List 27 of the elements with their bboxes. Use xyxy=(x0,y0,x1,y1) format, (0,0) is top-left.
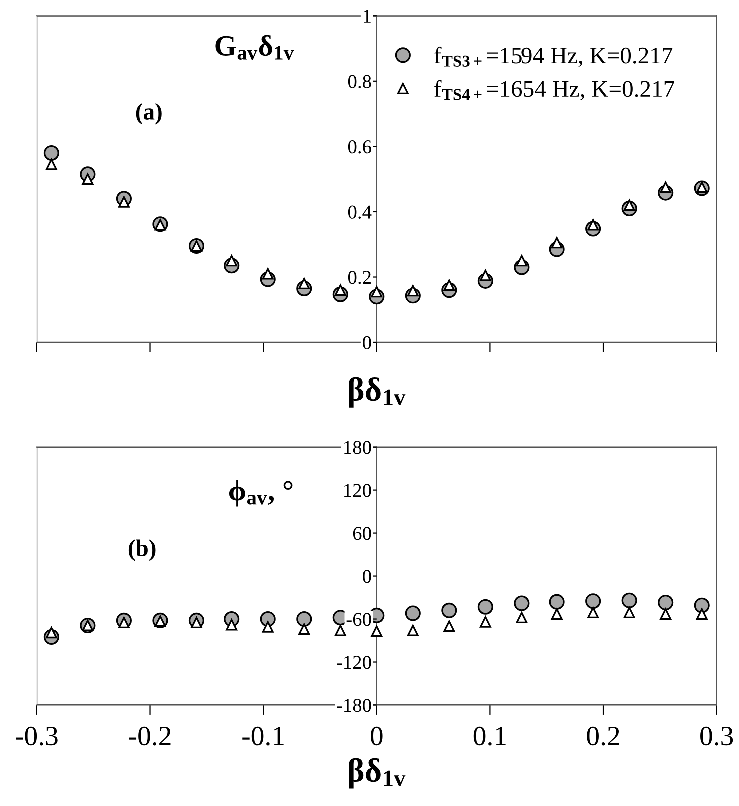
annotation: (b) xyxy=(128,540,156,562)
y-tick-label: 0.8 xyxy=(348,75,372,88)
y-tick-label: 120 xyxy=(344,484,372,498)
x-tick-label: 0.3 xyxy=(700,726,734,746)
x-tick-label: -0.3 xyxy=(16,726,58,746)
y-tick-label: 0.4 xyxy=(348,206,372,219)
x-tick-label: 0.2 xyxy=(587,726,620,746)
y-tick-label: 0 xyxy=(363,336,372,350)
y-tick-label: 0.6 xyxy=(348,140,372,154)
y-tick-label: 180 xyxy=(344,441,372,454)
y-tick-label: -120 xyxy=(337,656,372,670)
annotation: (a) xyxy=(136,103,162,125)
y-tick-label: 0 xyxy=(363,570,372,584)
y-tick-label: 1 xyxy=(364,10,371,23)
x-tick-label: 0.1 xyxy=(474,726,506,746)
x-axis-title: βδ$_{1v}$ xyxy=(349,758,406,789)
y-axis-title: G$_{av}$δ$_{1v}$ xyxy=(216,35,294,60)
y-tick-label: 60 xyxy=(353,527,372,540)
y-tick-label: 0.2 xyxy=(348,271,371,284)
x-axis-title: βδ$_{1v}$ xyxy=(349,377,406,408)
y-tick-label: -180 xyxy=(337,699,372,712)
x-tick-label: -0.2 xyxy=(129,726,171,746)
y-axis-title: ϕ$_{av}$, ° xyxy=(229,480,293,507)
x-tick-label: -0.1 xyxy=(242,726,284,746)
y-tick-label: -60 xyxy=(346,613,372,626)
legend-label: f$_{TS3+}$=1594 Hz, K=0.217 xyxy=(434,46,673,68)
legend-label: f$_{TS4+}$=1654 Hz, K=0.217 xyxy=(434,80,674,101)
